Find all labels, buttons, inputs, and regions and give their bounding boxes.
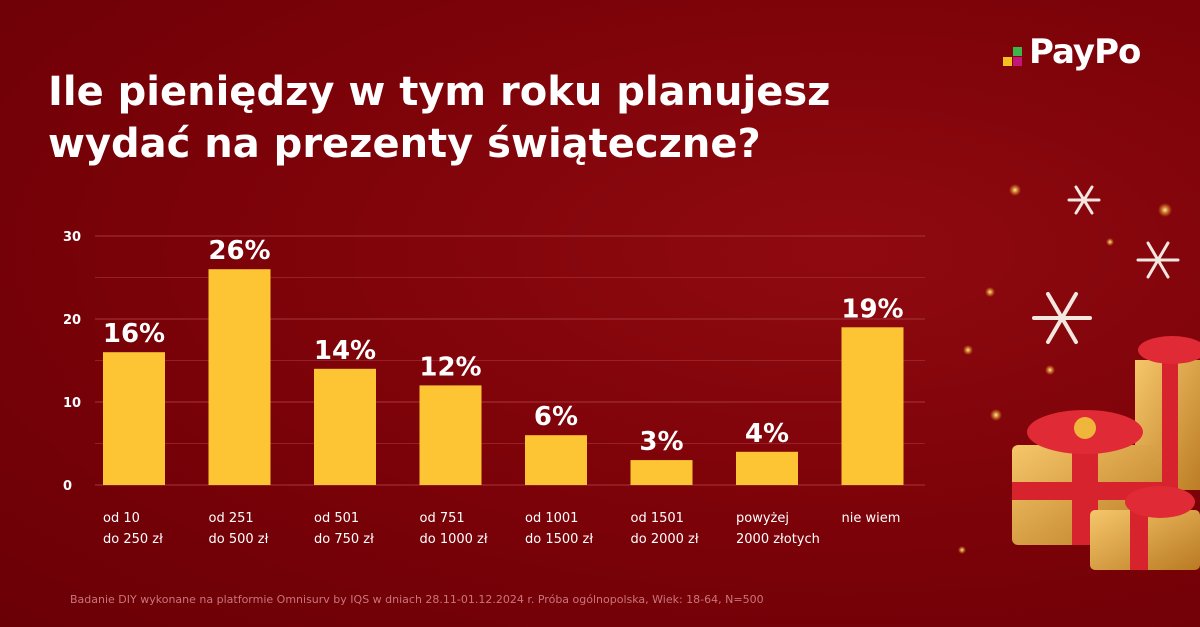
x-tick-label: do 1000 zł: [420, 532, 488, 547]
title-line-2: wydać na prezenty świąteczne?: [48, 121, 761, 167]
x-tick-label: nie wiem: [842, 511, 901, 526]
gift-box-icon: [1012, 336, 1200, 570]
sparkle-icon: [958, 184, 1172, 554]
bar: [525, 435, 587, 485]
data-label: 6%: [534, 402, 578, 432]
x-tick-label: od 1501: [631, 511, 684, 526]
logo-square: [1013, 57, 1022, 66]
logo-square: [1003, 57, 1012, 66]
bar: [314, 368, 376, 485]
x-tick-label: do 250 zł: [103, 532, 163, 547]
bar: [841, 327, 904, 485]
x-tick-label: do 2000 zł: [631, 532, 699, 547]
bar: [419, 385, 482, 485]
x-tick-label: powyżej: [736, 511, 789, 526]
data-label: 4%: [745, 419, 789, 449]
data-label: 3%: [639, 427, 683, 457]
paypo-logo-text: PayPo: [1029, 32, 1141, 72]
x-tick-label: od 751: [420, 511, 465, 526]
x-tick-label: 2000 złotych: [736, 532, 820, 547]
logo-square: [1013, 47, 1022, 56]
title-line-1: Ile pieniędzy w tym roku planujesz: [48, 69, 831, 115]
paypo-logo-mark: [1003, 38, 1027, 66]
page-title: Ile pieniędzy w tym roku planujesz wydać…: [48, 66, 948, 170]
data-label: 14%: [314, 336, 376, 366]
x-tick-label: do 750 zł: [314, 532, 374, 547]
bar-chart: 0 10 20 30 16% od 10 do 250 zł 26% od 251 do 500 …: [63, 230, 925, 547]
paypo-logo: PayPo: [1003, 30, 1141, 74]
x-tick-label: od 1001: [525, 511, 578, 526]
x-tick-label: do 500 zł: [209, 532, 269, 547]
data-label: 16%: [103, 319, 165, 349]
data-label: 26%: [208, 236, 270, 266]
x-tick-label: od 251: [209, 511, 254, 526]
bar: [103, 352, 165, 485]
snowflake-icon: [1032, 185, 1180, 344]
x-tick-label: od 501: [314, 511, 359, 526]
christmas-gifts-decoration: [958, 184, 1200, 570]
y-tick-label: 10: [63, 396, 81, 411]
y-tick-label: 30: [63, 230, 81, 245]
bar: [736, 451, 798, 485]
y-tick-label: 20: [63, 313, 81, 328]
x-tick-label: do 1500 zł: [525, 532, 593, 547]
bar: [208, 269, 271, 485]
y-tick-label: 0: [63, 479, 72, 494]
survey-footnote: Badanie DIY wykonane na platformie Omnis…: [70, 593, 764, 606]
x-tick-label: od 10: [103, 511, 140, 526]
data-label: 12%: [419, 352, 481, 382]
bar: [630, 460, 693, 485]
data-label: 19%: [841, 294, 903, 324]
